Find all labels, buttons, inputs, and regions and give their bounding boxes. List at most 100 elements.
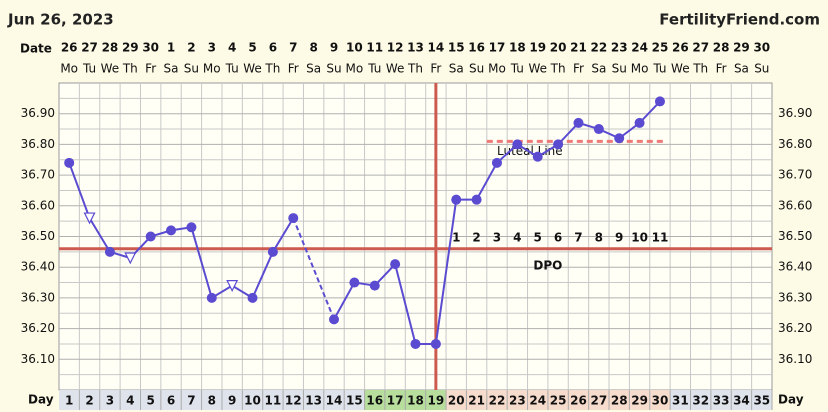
dpo-label: 10 bbox=[631, 231, 648, 245]
date-label: 28 bbox=[102, 41, 119, 55]
x-tick-label: 14 bbox=[326, 394, 343, 408]
weekday-label: Mo bbox=[631, 62, 649, 76]
date-label: 10 bbox=[346, 41, 363, 55]
y-tick-label: 36.50 bbox=[778, 229, 812, 243]
weekday-label: Sa bbox=[591, 62, 606, 76]
y-tick-label: 36.30 bbox=[778, 290, 812, 304]
date-label: 15 bbox=[448, 41, 465, 55]
site-name: FertilityFriend.com bbox=[659, 11, 820, 29]
weekday-label: Th bbox=[407, 62, 423, 76]
x-tick-label: 31 bbox=[672, 394, 689, 408]
date-label: 23 bbox=[611, 41, 628, 55]
weekday-label: Fr bbox=[288, 62, 299, 76]
weekday-label: We bbox=[528, 62, 547, 76]
point bbox=[532, 151, 543, 162]
dpo-label: 2 bbox=[472, 231, 480, 245]
dpo-title: DPO bbox=[533, 259, 562, 273]
weekday-label: Fr bbox=[716, 62, 727, 76]
date-label: 13 bbox=[407, 41, 424, 55]
day-label: Day bbox=[28, 393, 54, 407]
x-tick-label: 13 bbox=[305, 394, 322, 408]
date-label: 20 bbox=[550, 41, 567, 55]
weekday-label: Mo bbox=[60, 62, 78, 76]
weekday-label: Fr bbox=[430, 62, 441, 76]
date-label: 16 bbox=[468, 41, 485, 55]
temperature-line bbox=[68, 162, 295, 300]
weekday-label: Tu bbox=[82, 62, 96, 76]
y-tick-label: 36.60 bbox=[21, 198, 55, 212]
weekday-label: We bbox=[386, 62, 405, 76]
chart-title: Jun 26, 2023 bbox=[7, 11, 114, 29]
x-tick-label: 33 bbox=[713, 394, 730, 408]
date-label: 1 bbox=[167, 41, 175, 55]
date-label: 22 bbox=[590, 41, 607, 55]
point bbox=[390, 259, 401, 270]
y-tick-label: 36.20 bbox=[21, 321, 55, 335]
date-label: 25 bbox=[652, 41, 669, 55]
date-label: 30 bbox=[753, 41, 770, 55]
weekday-label: Sa bbox=[164, 62, 179, 76]
x-tick-label: 16 bbox=[366, 394, 383, 408]
y-tick-label: 36.10 bbox=[21, 352, 55, 366]
dpo-label: 1 bbox=[452, 231, 460, 245]
date-label: 2 bbox=[187, 41, 195, 55]
point bbox=[430, 338, 441, 349]
y-tick-label: 36.20 bbox=[778, 321, 812, 335]
x-tick-label: 32 bbox=[692, 394, 709, 408]
weekday-label: Mo bbox=[203, 62, 221, 76]
weekday-label: Su bbox=[612, 62, 627, 76]
x-tick-label: 25 bbox=[550, 394, 567, 408]
point bbox=[593, 124, 604, 135]
y-tick-label: 36.70 bbox=[21, 168, 55, 182]
x-tick-label: 23 bbox=[509, 394, 526, 408]
point bbox=[349, 277, 360, 288]
y-tick-label: 36.70 bbox=[778, 168, 812, 182]
weekday-label: Th bbox=[692, 62, 708, 76]
x-tick-label: 8 bbox=[208, 394, 216, 408]
weekday-label: Th bbox=[264, 62, 280, 76]
date-label: 29 bbox=[733, 41, 750, 55]
x-tick-label: 5 bbox=[146, 394, 154, 408]
y-tick-label: 36.40 bbox=[21, 260, 55, 274]
x-tick-label: 30 bbox=[652, 394, 669, 408]
y-tick-label: 36.10 bbox=[778, 352, 812, 366]
day-band bbox=[446, 390, 671, 410]
point bbox=[267, 246, 278, 257]
x-tick-label: 15 bbox=[346, 394, 363, 408]
point-open bbox=[226, 280, 239, 292]
date-label: 8 bbox=[309, 41, 317, 55]
dpo-label: 3 bbox=[493, 231, 501, 245]
dpo-label: 11 bbox=[652, 231, 669, 245]
weekday-label: Tu bbox=[510, 62, 524, 76]
date-label: 26 bbox=[672, 41, 689, 55]
point bbox=[186, 222, 197, 233]
dpo-label: 4 bbox=[513, 231, 521, 245]
weekday-label: Tu bbox=[367, 62, 381, 76]
weekday-label: We bbox=[101, 62, 120, 76]
point bbox=[329, 314, 340, 325]
point bbox=[512, 139, 523, 150]
date-label: 17 bbox=[489, 41, 506, 55]
point bbox=[654, 96, 665, 107]
date-label: 12 bbox=[387, 41, 404, 55]
weekday-label: Sa bbox=[306, 62, 321, 76]
date-label: Date bbox=[20, 42, 52, 56]
point bbox=[247, 292, 258, 303]
weekday-label: Su bbox=[469, 62, 484, 76]
weekday-label: Mo bbox=[346, 62, 364, 76]
weekday-label: Sa bbox=[734, 62, 749, 76]
date-label: 29 bbox=[122, 41, 139, 55]
x-tick-label: 17 bbox=[387, 394, 404, 408]
date-label: 3 bbox=[208, 41, 216, 55]
weekday-label: We bbox=[243, 62, 262, 76]
y-tick-label: 36.90 bbox=[778, 106, 812, 120]
weekday-label: We bbox=[671, 62, 690, 76]
weekday-label: Su bbox=[326, 62, 341, 76]
point bbox=[634, 117, 645, 128]
y-tick-label: 36.80 bbox=[21, 137, 55, 151]
point bbox=[288, 213, 299, 224]
x-tick-label: 7 bbox=[187, 394, 195, 408]
date-label: 30 bbox=[142, 41, 159, 55]
weekday-label: Mo bbox=[488, 62, 506, 76]
day-band bbox=[59, 390, 365, 410]
